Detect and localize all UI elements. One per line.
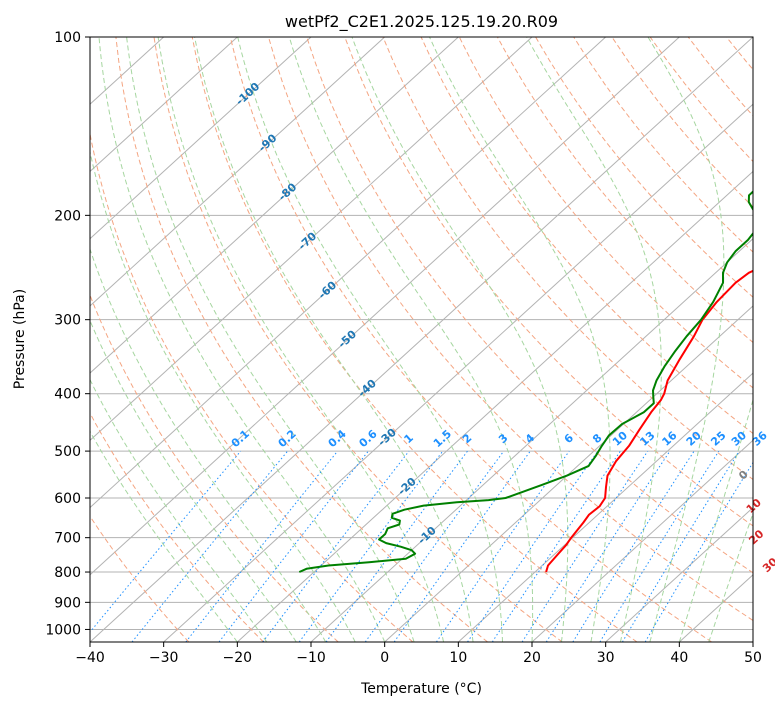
mixing-ratio-line <box>621 450 740 642</box>
moist-adiabat <box>708 512 753 642</box>
mixing-ratio-line <box>491 450 621 642</box>
moist-adiabat-label: 40 <box>774 583 775 603</box>
dry-adiabat <box>268 37 753 622</box>
mixing-ratio-line <box>545 450 671 642</box>
x-axis-label: Temperature (°C) <box>360 681 482 697</box>
y-tick-label: 200 <box>54 208 81 224</box>
mixing-ratio-lines <box>90 450 753 642</box>
isotherm-line <box>90 37 680 576</box>
moist-adiabat <box>90 378 268 642</box>
x-tick-label: −40 <box>75 650 105 666</box>
y-axis-label: Pressure (hPa) <box>12 289 28 389</box>
mixing-ratio-line <box>325 450 468 642</box>
mixing-ratio-line <box>364 450 505 642</box>
mixing-ratio-line <box>185 450 338 642</box>
y-tick-label: 900 <box>54 595 81 611</box>
mixing-ratio-line <box>467 450 599 642</box>
moist-adiabat <box>126 37 415 642</box>
isotherm-line <box>90 37 238 173</box>
mixing-ratio-line <box>435 450 570 642</box>
plot-frame <box>89 36 754 643</box>
x-tick-label: 20 <box>523 650 541 666</box>
moist-adiabat <box>90 247 327 642</box>
moist-adiabat <box>194 37 474 642</box>
moist-adiabat <box>90 149 356 642</box>
x-tick-label: −30 <box>149 650 179 666</box>
chart-title: wetPf2_C2E1.2025.125.19.20.R09 <box>285 12 558 32</box>
profile-series <box>298 190 753 573</box>
mixing-ratio-line <box>90 450 242 633</box>
mixing-ratio-line <box>262 450 410 642</box>
isotherm-line <box>163 103 753 642</box>
isotherm-line <box>90 37 312 240</box>
dry-adiabat <box>90 131 414 642</box>
dry-adiabat <box>344 37 753 527</box>
x-tick-label: 30 <box>597 650 615 666</box>
x-tick-label: −20 <box>223 650 253 666</box>
moist-adiabat <box>288 37 534 642</box>
dry-adiabat <box>229 37 712 642</box>
y-tick-label: 300 <box>54 313 81 329</box>
dry-adiabat <box>306 37 753 574</box>
dry-adiabat <box>420 37 753 435</box>
dry-adiabat <box>765 37 775 642</box>
isotherm-line <box>90 37 533 442</box>
moist-adiabats <box>90 37 753 642</box>
moist-adiabat <box>98 37 386 642</box>
moist-adiabat <box>678 398 753 642</box>
isotherm-line <box>90 37 753 642</box>
x-tick-label: 50 <box>744 650 762 666</box>
isotherm-line <box>90 37 386 307</box>
dewpoint-line <box>298 190 753 573</box>
dry-adiabat <box>115 37 488 642</box>
moist-adiabat-label: 30 <box>760 555 775 575</box>
moist-adiabat <box>351 37 569 642</box>
dry-adiabat <box>191 37 638 642</box>
x-tick-label: 10 <box>449 650 467 666</box>
moist-adiabat <box>429 37 611 642</box>
mixing-ratio-line <box>572 450 695 642</box>
y-tick-label: 1000 <box>45 622 81 638</box>
isotherm-line <box>752 641 753 642</box>
temperature-line <box>545 269 753 573</box>
y-tick-label: 800 <box>54 565 81 581</box>
dry-adiabat <box>535 37 753 298</box>
isotherm-line <box>384 305 753 642</box>
y-tick-label: 500 <box>54 444 81 460</box>
x-tick-label: 0 <box>380 650 389 666</box>
mixing-ratio-line <box>131 450 288 642</box>
mixing-ratio-line <box>393 450 531 642</box>
mixing-ratio-line <box>521 450 649 642</box>
moist-adiabat <box>90 319 297 642</box>
dry-adiabat <box>90 412 264 642</box>
y-tick-label: 400 <box>54 387 81 403</box>
dry-adiabat <box>382 37 753 481</box>
y-tick-label: 100 <box>54 30 81 46</box>
x-tick-label: −10 <box>296 650 326 666</box>
isotherm-line <box>605 506 753 642</box>
x-tick-label: 40 <box>670 650 688 666</box>
isotherm-line <box>531 439 753 642</box>
pressure-grid <box>90 37 753 630</box>
y-tick-label: 700 <box>54 531 81 547</box>
y-axis-ticks: 100 200 300 400 500 600 700 800 900 1000 <box>45 30 90 638</box>
x-axis-ticks: −40 −30 −20 −10 0 10 20 30 40 50 <box>75 642 762 666</box>
moist-adiabat <box>237 37 503 642</box>
isotherm-line <box>90 37 607 509</box>
y-tick-label: 600 <box>54 491 81 507</box>
dry-adiabat <box>496 37 753 344</box>
moist-adiabat <box>157 37 445 642</box>
moist-adiabat <box>90 430 238 642</box>
isotherm-line <box>236 170 753 642</box>
moist-adiabat <box>526 37 662 642</box>
dry-adiabat <box>153 37 563 642</box>
